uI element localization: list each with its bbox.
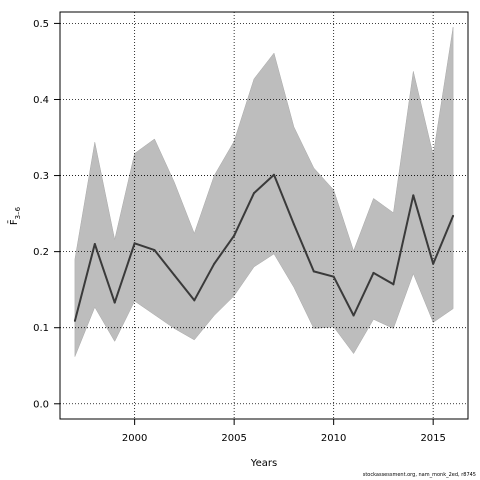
data-point — [233, 234, 236, 237]
x-tick-label: 2015 — [420, 433, 445, 444]
x-tick-label: 2005 — [221, 433, 246, 444]
y-tick-label: 0.4 — [33, 95, 49, 106]
data-point — [133, 242, 136, 245]
y-axis-label: F̄3–6 — [7, 206, 22, 225]
data-point — [272, 173, 275, 176]
confidence-band — [74, 27, 454, 357]
series-line — [73, 173, 455, 322]
y-tick-label: 0.0 — [33, 399, 49, 410]
data-point — [312, 270, 315, 273]
y-axis-label-main: F̄ — [7, 219, 20, 225]
data-point — [452, 214, 455, 217]
data-point — [173, 274, 176, 277]
y-tick-label: 0.3 — [33, 171, 49, 182]
data-point — [372, 271, 375, 274]
data-point — [292, 223, 295, 226]
data-point — [193, 299, 196, 302]
x-tick-label: 2010 — [321, 433, 346, 444]
data-point — [412, 194, 415, 197]
data-point — [93, 243, 96, 246]
footnote: stockassessment.org, nam_monk_2ed, r8745 — [362, 472, 476, 478]
plot-frame — [59, 11, 469, 420]
data-point — [392, 283, 395, 286]
y-axis-label-sub: 3–6 — [14, 206, 22, 219]
data-point — [432, 262, 435, 265]
plot-area: 2000 2005 2010 2015 0.0 0.1 0.2 0.3 0.4 0.5 — [33, 11, 469, 444]
x-tick-label: 2000 — [122, 433, 147, 444]
data-point — [253, 192, 256, 195]
y-tick-label: 0.1 — [33, 323, 49, 334]
data-point — [153, 249, 156, 252]
data-point — [352, 314, 355, 317]
data-point — [213, 262, 216, 265]
data-point — [332, 275, 335, 278]
x-axis-label: Years — [250, 458, 277, 469]
y-tick-label: 0.2 — [33, 247, 49, 258]
data-point — [73, 319, 76, 322]
y-tick-label: 0.5 — [33, 19, 49, 30]
data-point — [113, 301, 116, 304]
